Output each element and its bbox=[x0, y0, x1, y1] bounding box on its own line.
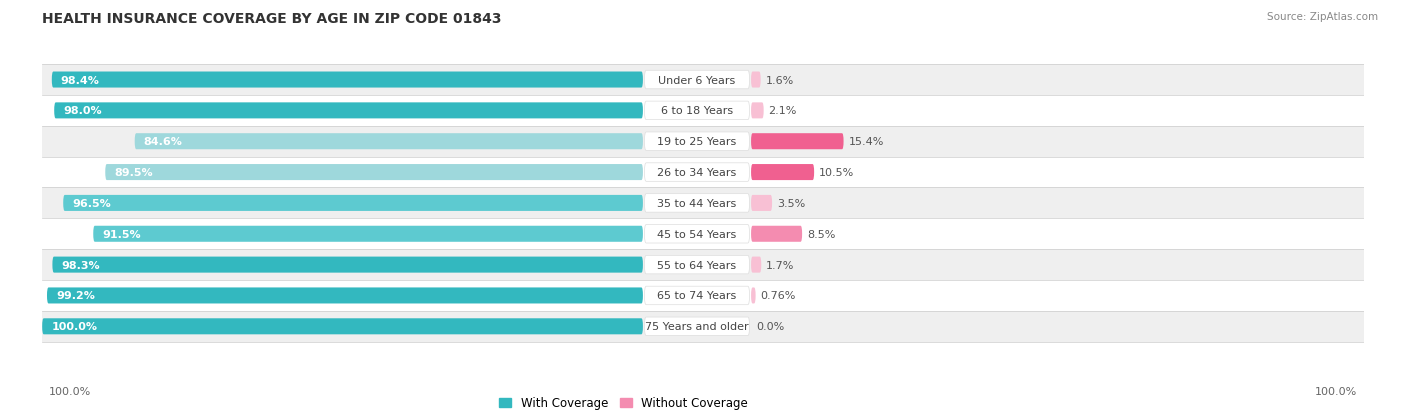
FancyBboxPatch shape bbox=[42, 311, 1364, 342]
FancyBboxPatch shape bbox=[644, 256, 749, 274]
Text: 65 to 74 Years: 65 to 74 Years bbox=[658, 291, 737, 301]
FancyBboxPatch shape bbox=[751, 288, 755, 304]
FancyBboxPatch shape bbox=[63, 195, 643, 211]
FancyBboxPatch shape bbox=[42, 219, 1364, 249]
Text: 3.5%: 3.5% bbox=[778, 198, 806, 209]
FancyBboxPatch shape bbox=[751, 103, 763, 119]
Text: 100.0%: 100.0% bbox=[49, 387, 91, 396]
Text: 8.5%: 8.5% bbox=[807, 229, 835, 239]
FancyBboxPatch shape bbox=[52, 72, 643, 88]
FancyBboxPatch shape bbox=[751, 134, 844, 150]
FancyBboxPatch shape bbox=[105, 165, 643, 180]
Text: 2.1%: 2.1% bbox=[769, 106, 797, 116]
FancyBboxPatch shape bbox=[644, 133, 749, 151]
Text: HEALTH INSURANCE COVERAGE BY AGE IN ZIP CODE 01843: HEALTH INSURANCE COVERAGE BY AGE IN ZIP … bbox=[42, 12, 502, 26]
FancyBboxPatch shape bbox=[42, 65, 1364, 96]
FancyBboxPatch shape bbox=[644, 164, 749, 182]
FancyBboxPatch shape bbox=[751, 72, 761, 88]
FancyBboxPatch shape bbox=[42, 157, 1364, 188]
Text: 45 to 54 Years: 45 to 54 Years bbox=[658, 229, 737, 239]
Text: 75 Years and older: 75 Years and older bbox=[645, 322, 749, 332]
FancyBboxPatch shape bbox=[644, 102, 749, 120]
Text: 91.5%: 91.5% bbox=[103, 229, 141, 239]
FancyBboxPatch shape bbox=[42, 126, 1364, 157]
FancyBboxPatch shape bbox=[42, 249, 1364, 280]
FancyBboxPatch shape bbox=[42, 318, 643, 335]
Text: Source: ZipAtlas.com: Source: ZipAtlas.com bbox=[1267, 12, 1378, 22]
Text: 15.4%: 15.4% bbox=[848, 137, 884, 147]
FancyBboxPatch shape bbox=[644, 317, 749, 336]
FancyBboxPatch shape bbox=[42, 188, 1364, 219]
Text: 26 to 34 Years: 26 to 34 Years bbox=[658, 168, 737, 178]
FancyBboxPatch shape bbox=[52, 257, 643, 273]
Text: 98.0%: 98.0% bbox=[63, 106, 101, 116]
Text: 98.4%: 98.4% bbox=[60, 75, 100, 85]
FancyBboxPatch shape bbox=[93, 226, 643, 242]
FancyBboxPatch shape bbox=[644, 194, 749, 213]
Text: 0.76%: 0.76% bbox=[761, 291, 796, 301]
Text: 98.3%: 98.3% bbox=[62, 260, 100, 270]
Text: Under 6 Years: Under 6 Years bbox=[658, 75, 735, 85]
FancyBboxPatch shape bbox=[751, 257, 761, 273]
FancyBboxPatch shape bbox=[751, 195, 772, 211]
Text: 35 to 44 Years: 35 to 44 Years bbox=[658, 198, 737, 209]
Text: 1.6%: 1.6% bbox=[765, 75, 794, 85]
Text: 89.5%: 89.5% bbox=[114, 168, 153, 178]
Text: 6 to 18 Years: 6 to 18 Years bbox=[661, 106, 733, 116]
Legend: With Coverage, Without Coverage: With Coverage, Without Coverage bbox=[495, 392, 752, 413]
Text: 19 to 25 Years: 19 to 25 Years bbox=[658, 137, 737, 147]
FancyBboxPatch shape bbox=[135, 134, 643, 150]
Text: 99.2%: 99.2% bbox=[56, 291, 94, 301]
FancyBboxPatch shape bbox=[46, 288, 643, 304]
FancyBboxPatch shape bbox=[42, 96, 1364, 126]
Text: 10.5%: 10.5% bbox=[818, 168, 855, 178]
FancyBboxPatch shape bbox=[751, 165, 814, 180]
FancyBboxPatch shape bbox=[644, 225, 749, 243]
Text: 84.6%: 84.6% bbox=[143, 137, 183, 147]
Text: 100.0%: 100.0% bbox=[51, 322, 97, 332]
Text: 0.0%: 0.0% bbox=[756, 322, 785, 332]
FancyBboxPatch shape bbox=[42, 280, 1364, 311]
Text: 55 to 64 Years: 55 to 64 Years bbox=[658, 260, 737, 270]
Text: 96.5%: 96.5% bbox=[72, 198, 111, 209]
FancyBboxPatch shape bbox=[55, 103, 643, 119]
FancyBboxPatch shape bbox=[751, 226, 801, 242]
Text: 1.7%: 1.7% bbox=[766, 260, 794, 270]
FancyBboxPatch shape bbox=[644, 287, 749, 305]
FancyBboxPatch shape bbox=[644, 71, 749, 90]
Text: 100.0%: 100.0% bbox=[1315, 387, 1357, 396]
